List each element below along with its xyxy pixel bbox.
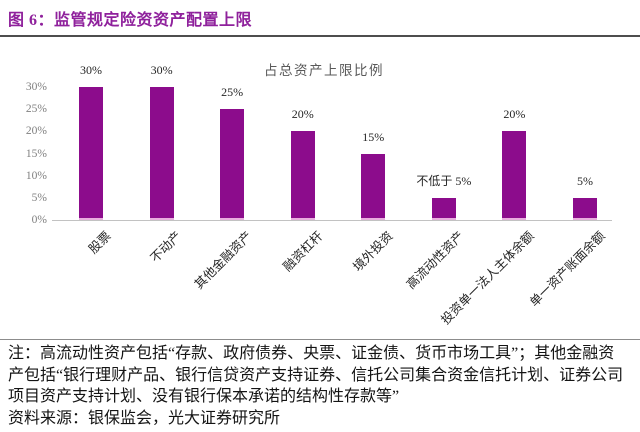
note-line: 注：高流动性资产包括“存款、政府债券、央票、证金债、货币市场工具”；其他金融资 xyxy=(8,345,615,362)
bar-value-label: 20% xyxy=(291,107,314,121)
y-tick-label: 15% xyxy=(25,147,47,160)
y-tick-label: 20% xyxy=(25,125,47,138)
bar xyxy=(290,131,315,220)
chart-inner-title: 占总资产上限比例 xyxy=(264,63,384,78)
bar-chart: 占总资产上限比例 0% 5% 10% 15% 20% 25% 30% 30% 30% 25% 20… xyxy=(25,63,612,327)
source-line: 资料来源：银保监会，光大证券研究所 xyxy=(8,409,281,427)
figure-title: 图 6：监管规定险资资产配置上限 xyxy=(8,12,253,29)
x-category-label: 其他金融资产 xyxy=(191,228,255,292)
x-category-label: 境外投资 xyxy=(350,228,397,275)
x-axis-line xyxy=(52,220,612,221)
bar xyxy=(502,131,527,220)
x-category-label: 股票 xyxy=(86,228,114,257)
bar xyxy=(431,198,456,220)
y-tick-label: 5% xyxy=(31,191,47,204)
y-tick-label: 25% xyxy=(25,103,47,116)
x-category-label: 高流动性资产 xyxy=(403,228,467,292)
bar-value-label: 30% xyxy=(80,63,102,77)
bar xyxy=(572,198,597,220)
bar xyxy=(220,109,245,220)
bar-value-label: 5% xyxy=(576,174,593,188)
bar xyxy=(149,87,174,220)
bar xyxy=(79,87,103,220)
note-line: 产包括“银行理财产品、银行信贷资产支持证券、信托公司集合资金信托计划、证券公司 xyxy=(8,366,624,384)
y-tick-label: 30% xyxy=(25,81,47,93)
bar-value-label: 15% xyxy=(362,130,385,144)
title-divider xyxy=(0,35,640,37)
y-tick-label: 0% xyxy=(31,214,47,226)
bar xyxy=(361,154,386,220)
notes-divider xyxy=(0,339,640,340)
y-tick-label: 10% xyxy=(25,169,47,182)
notes: 注：高流动性资产包括“存款、政府债券、央票、证金债、货币市场工具”；其他金融资 … xyxy=(8,343,638,429)
bar-value-label: 30% xyxy=(150,63,173,77)
bar-value-label: 20% xyxy=(503,107,526,121)
x-category-label: 不动产 xyxy=(147,228,185,266)
x-category-label: 融资杠杆 xyxy=(280,228,326,275)
note-line: 项目资产支持计划、没有银行保本承诺的结构性存款等” xyxy=(8,388,400,405)
bar-value-label: 不低于 5% xyxy=(416,174,472,188)
bar-value-label: 25% xyxy=(221,85,244,99)
